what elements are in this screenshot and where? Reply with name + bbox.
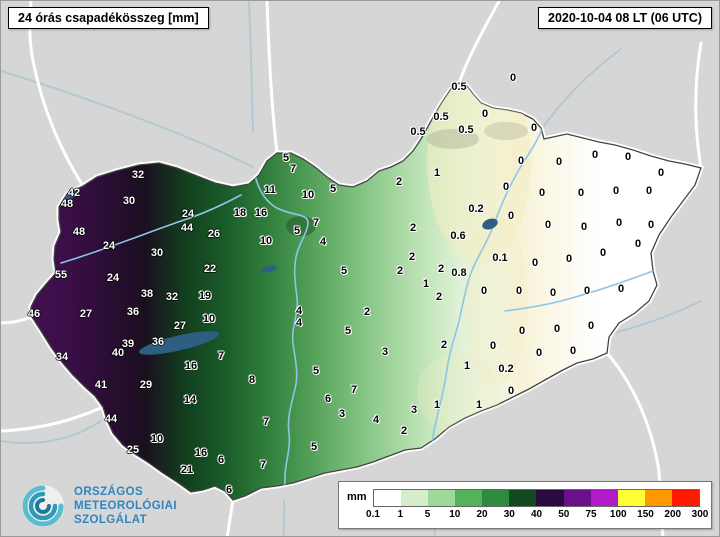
country-borders [1,1,703,536]
colorbar-segment [563,490,591,506]
colorbar-tick: 0.1 [366,509,380,520]
colorbar-unit-label: mm [347,491,367,503]
colorbar-segment [536,490,564,506]
colorbar-segment [428,490,456,506]
lake-balaton [139,331,219,355]
danube-river [252,166,309,500]
colorbar-segment [482,490,510,506]
colorbar-tick: 20 [476,509,488,520]
colorbar-segment [671,490,699,506]
omsz-swirl-icon [22,485,64,527]
omsz-logo-line2: METEOROLÓGIAI [74,500,177,512]
koros-river [504,270,654,312]
colorbar-legend: mm 0.1 1 5 10 20 30 40 50 75 100 150 200 300 [338,481,712,529]
colorbar-segment [509,490,537,506]
colorbar-segment [374,490,402,506]
colorbar-tick: 300 [691,509,709,520]
rivers-outside [1,1,702,536]
colorbar-segment [590,490,618,506]
colorbar-tick: 10 [449,509,461,520]
map-title-box: 24 órás csapadékösszeg [mm] [8,7,209,29]
colorbar-tick: 30 [503,509,515,520]
colorbar-tick: 40 [530,509,543,520]
omsz-logo: ORSZÁGOS METEOROLÓGIAI SZOLGÁLAT [21,484,177,528]
colorbar-gradient-bar [373,489,700,507]
colorbar-segment [455,490,483,506]
lake-tisza [482,218,498,230]
colorbar-tick: 1 [397,509,404,520]
colorbar-tick: 200 [664,509,682,520]
colorbar-tick: 5 [424,509,431,520]
map-title: 24 órás csapadékösszeg [mm] [18,11,199,25]
colorbar-tick: 100 [609,509,627,520]
colorbar-tick: 50 [558,509,570,520]
map-datetime: 2020-10-04 08 LT (06 UTC) [548,11,702,25]
colorbar-segment [617,490,645,506]
raba-river [60,194,242,264]
colorbar-tick-labels: 0.1 1 5 10 20 30 40 50 75 100 150 200 300 [366,509,708,523]
colorbar-segment [401,490,429,506]
colorbar-tick: 75 [585,509,597,520]
colorbar-segment [644,490,672,506]
omsz-logo-text: ORSZÁGOS METEOROLÓGIAI SZOLGÁLAT [74,485,177,527]
map-datetime-box: 2020-10-04 08 LT (06 UTC) [538,7,712,29]
omsz-logo-line3: SZOLGÁLAT [74,514,148,526]
lake-velence [261,265,277,273]
colorbar-tick: 150 [637,509,654,520]
omsz-logo-line1: ORSZÁGOS [74,486,144,498]
hungary-precipitation-field [30,82,702,501]
